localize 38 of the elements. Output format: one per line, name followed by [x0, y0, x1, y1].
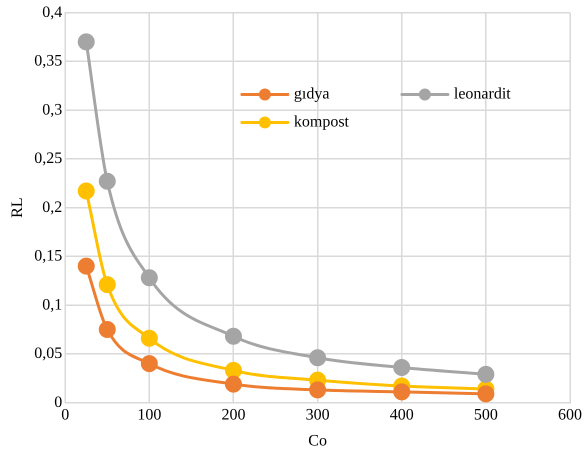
x-tick-label: 400	[390, 406, 414, 424]
y-axis-title: RL	[8, 197, 26, 218]
y-tick-label: 0,1	[42, 296, 62, 314]
x-tick-label: 600	[558, 406, 582, 424]
x-tick-label: 200	[221, 406, 246, 424]
point	[78, 182, 95, 200]
legend-label: gıdya	[294, 86, 330, 103]
y-tick-label: 0,15	[34, 248, 62, 265]
point	[309, 349, 326, 366]
x-tick-label: 500	[474, 406, 498, 424]
point	[477, 385, 494, 402]
y-tick-label: 0,25	[34, 150, 62, 168]
point	[393, 359, 410, 376]
x-tick-label: 300	[306, 406, 330, 424]
point	[78, 33, 95, 50]
y-tick-label: 0,3	[42, 101, 62, 118]
y-tick-label: 0,4	[42, 4, 62, 21]
y-tick-label: 0,05	[34, 345, 62, 362]
point	[98, 320, 116, 338]
point	[140, 355, 158, 372]
y-tick-label: 0	[54, 394, 62, 411]
point	[98, 276, 116, 294]
point	[224, 362, 242, 379]
point	[78, 258, 95, 275]
y-tick-label: 0,2	[42, 198, 62, 216]
point	[224, 376, 242, 393]
legend-label: kompost	[294, 114, 350, 131]
point	[224, 328, 242, 345]
x-axis-title: Co	[308, 432, 327, 450]
point	[140, 330, 158, 347]
point	[98, 172, 116, 190]
point	[477, 366, 494, 383]
legend-label: leonardit	[454, 86, 512, 103]
point	[140, 269, 158, 286]
point	[393, 383, 410, 400]
y-tick-label: 0,35	[34, 52, 62, 70]
x-tick-label: 100	[137, 406, 162, 424]
point	[309, 381, 326, 398]
